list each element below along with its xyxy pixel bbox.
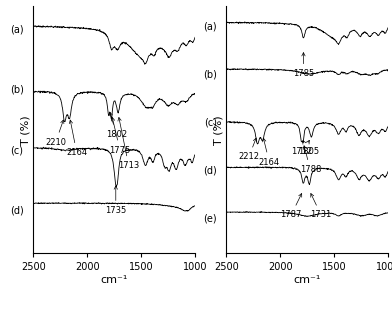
Text: 1712: 1712 (292, 140, 312, 156)
Text: 1802: 1802 (106, 112, 127, 139)
Y-axis label: T (%): T (%) (20, 115, 31, 145)
Text: (a): (a) (10, 24, 24, 34)
Text: 2210: 2210 (45, 120, 66, 147)
Text: (d): (d) (203, 165, 217, 175)
Text: 1775: 1775 (109, 117, 131, 154)
Text: (a): (a) (203, 21, 217, 31)
Text: 2164: 2164 (259, 138, 280, 167)
Text: 1731: 1731 (310, 193, 332, 219)
Text: 1788: 1788 (299, 146, 321, 174)
X-axis label: cm⁻¹: cm⁻¹ (294, 275, 321, 285)
Text: 1785: 1785 (293, 53, 314, 78)
Text: 1787: 1787 (280, 193, 302, 219)
Text: (c): (c) (11, 145, 24, 155)
Y-axis label: T (%): T (%) (214, 115, 223, 145)
Text: 1713: 1713 (118, 117, 140, 170)
Text: 2212: 2212 (238, 138, 259, 162)
Text: (e): (e) (203, 213, 217, 223)
Text: 2164: 2164 (66, 120, 87, 157)
Text: 1805: 1805 (298, 141, 319, 156)
Text: (b): (b) (203, 69, 217, 79)
Text: (b): (b) (10, 85, 24, 95)
X-axis label: cm⁻¹: cm⁻¹ (100, 275, 128, 285)
Text: 1735: 1735 (105, 186, 126, 215)
Text: (d): (d) (10, 206, 24, 216)
Text: (c): (c) (204, 117, 217, 127)
